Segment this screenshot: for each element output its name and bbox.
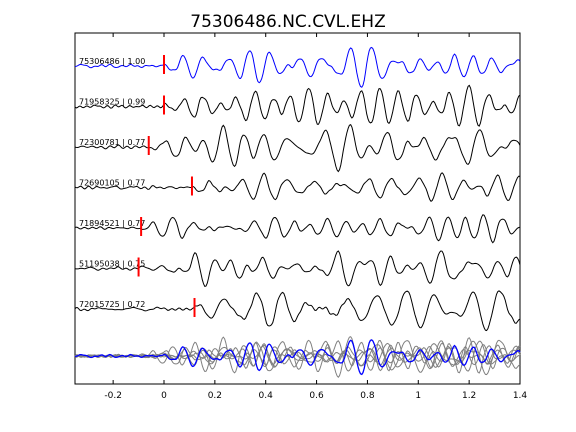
trace-line-1 [74, 84, 521, 127]
trace-label-2: 72300781 | 0.77 [79, 138, 145, 147]
trace-label-6: 72015725 | 0.72 [79, 300, 145, 309]
trace-line-5 [74, 250, 521, 287]
x-tick-label-6: 1 [415, 391, 421, 401]
x-tick-label-1: 0 [161, 391, 167, 401]
trace-label-0: 75306486 | 1.00 [79, 57, 145, 66]
x-axis: -0.2 0 0.2 0.4 0.6 0.8 1 1.2 1.4 [104, 33, 527, 401]
plot-frame [74, 32, 521, 385]
x-tick-label-7: 1.2 [462, 391, 476, 401]
trace-line-3 [74, 172, 521, 202]
stack-trace-4 [74, 344, 521, 370]
x-tick-label-3: 0.4 [259, 391, 274, 401]
trace-line-6 [74, 290, 521, 332]
trace-label-5: 51195038 | 0.75 [79, 260, 145, 269]
stack-reference-trace [74, 339, 521, 376]
x-tick-label-8: 1.4 [513, 391, 528, 401]
trace-label-4: 71894521 | 0.77 [79, 219, 145, 228]
x-tick-label-5: 0.8 [360, 391, 375, 401]
trace-line-4 [74, 214, 521, 244]
trace-label-3: 72690105 | 0.77 [79, 179, 145, 188]
stack-trace-6 [74, 339, 521, 376]
x-tick-label-0: -0.2 [104, 391, 122, 401]
trace-label-1: 71958325 | 0.99 [79, 98, 145, 107]
trace-line-0 [74, 46, 521, 88]
x-tick-label-2: 0.2 [208, 391, 222, 401]
x-tick-label-4: 0.6 [309, 391, 324, 401]
overlay-stack-group [74, 336, 521, 378]
traces-group: 75306486 | 1.00 71958325 | 0.99 72300781 |… [74, 46, 521, 332]
chart-title: 75306486.NC.CVL.EHZ [190, 12, 386, 32]
